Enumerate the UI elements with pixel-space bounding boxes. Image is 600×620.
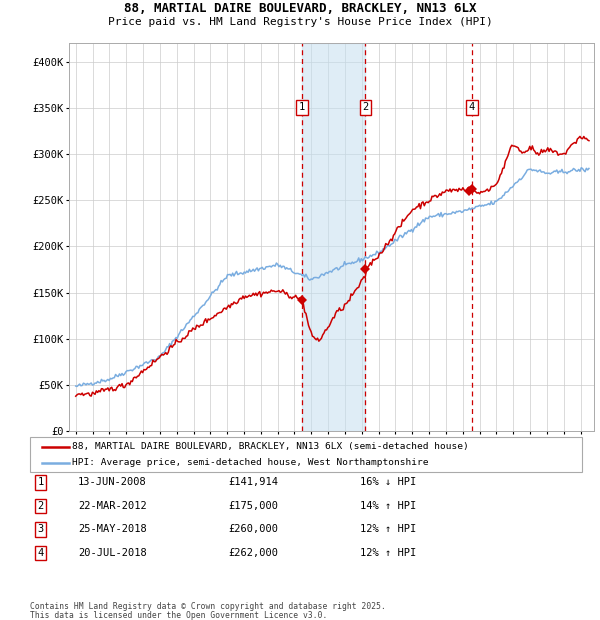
Bar xyxy=(302,43,365,431)
Text: 4: 4 xyxy=(469,102,475,112)
Text: 16% ↓ HPI: 16% ↓ HPI xyxy=(360,477,416,487)
Text: 25-MAY-2018: 25-MAY-2018 xyxy=(78,525,147,534)
Text: 14% ↑ HPI: 14% ↑ HPI xyxy=(360,501,416,511)
Text: 12% ↑ HPI: 12% ↑ HPI xyxy=(360,548,416,558)
Text: 88, MARTIAL DAIRE BOULEVARD, BRACKLEY, NN13 6LX (semi-detached house): 88, MARTIAL DAIRE BOULEVARD, BRACKLEY, N… xyxy=(72,443,469,451)
Text: 3: 3 xyxy=(38,525,44,534)
Text: £262,000: £262,000 xyxy=(228,548,278,558)
Text: £141,914: £141,914 xyxy=(228,477,278,487)
Text: 20-JUL-2018: 20-JUL-2018 xyxy=(78,548,147,558)
Text: 88, MARTIAL DAIRE BOULEVARD, BRACKLEY, NN13 6LX: 88, MARTIAL DAIRE BOULEVARD, BRACKLEY, N… xyxy=(124,2,476,15)
Text: 1: 1 xyxy=(38,477,44,487)
Text: £175,000: £175,000 xyxy=(228,501,278,511)
Text: 1: 1 xyxy=(299,102,305,112)
Text: HPI: Average price, semi-detached house, West Northamptonshire: HPI: Average price, semi-detached house,… xyxy=(72,458,428,467)
Text: 12% ↑ HPI: 12% ↑ HPI xyxy=(360,525,416,534)
Text: 2: 2 xyxy=(38,501,44,511)
Text: £260,000: £260,000 xyxy=(228,525,278,534)
Text: 13-JUN-2008: 13-JUN-2008 xyxy=(78,477,147,487)
Text: This data is licensed under the Open Government Licence v3.0.: This data is licensed under the Open Gov… xyxy=(30,611,328,619)
Text: 22-MAR-2012: 22-MAR-2012 xyxy=(78,501,147,511)
Text: Contains HM Land Registry data © Crown copyright and database right 2025.: Contains HM Land Registry data © Crown c… xyxy=(30,602,386,611)
Text: 4: 4 xyxy=(38,548,44,558)
Text: 2: 2 xyxy=(362,102,368,112)
Text: Price paid vs. HM Land Registry's House Price Index (HPI): Price paid vs. HM Land Registry's House … xyxy=(107,17,493,27)
